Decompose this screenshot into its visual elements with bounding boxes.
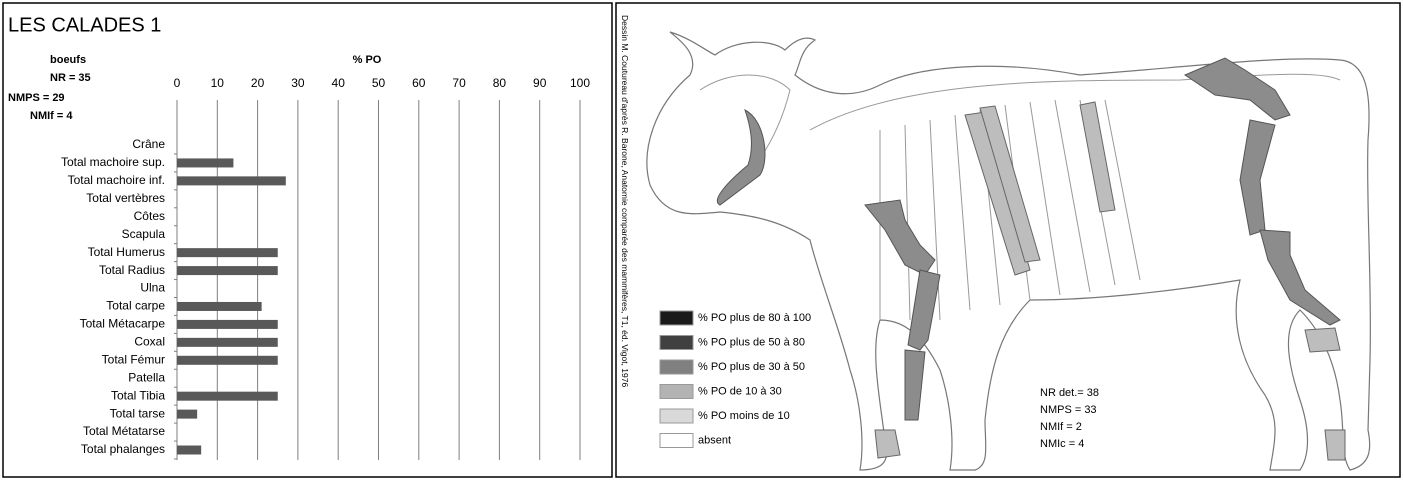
y-tick-label: Ulna: [140, 281, 165, 295]
stat-text: NMIf = 2: [1040, 421, 1082, 433]
bar: [177, 301, 262, 311]
bar: [177, 176, 286, 186]
x-tick-label: 40: [332, 76, 346, 90]
bar: [177, 266, 278, 276]
legend-swatch: [659, 408, 694, 424]
stat-text: NMPS = 29: [8, 92, 65, 104]
bar: [177, 337, 278, 347]
y-tick-label: Scapula: [122, 227, 166, 241]
y-tick-label: Total Fémur: [102, 352, 165, 366]
x-tick-label: 100: [570, 76, 590, 90]
bar: [177, 248, 278, 258]
axis-title: % PO: [353, 54, 382, 66]
stat-text: NR det.= 38: [1040, 387, 1099, 399]
x-tick-label: 80: [493, 76, 507, 90]
y-tick-label: Total phalanges: [81, 442, 165, 456]
y-tick-label: Total machoire sup.: [61, 155, 165, 169]
chart-panel: [2, 2, 613, 478]
credit: Dessin M. Coutureau d'après R. Barone, A…: [620, 15, 630, 387]
x-tick-label: 70: [452, 76, 466, 90]
y-tick-label: Total Humerus: [88, 245, 165, 259]
x-tick-label: 20: [251, 76, 265, 90]
legend-label: absent: [698, 434, 731, 446]
bar: [177, 355, 278, 365]
y-tick-label: Total Radius: [99, 263, 165, 277]
y-tick-label: Total tarse: [110, 406, 166, 420]
y-tick-label: Total vertèbres: [86, 191, 165, 205]
chart-title: LES CALADES 1: [8, 14, 161, 36]
y-tick-label: Patella: [128, 370, 165, 384]
y-tick-label: Coxal: [134, 335, 165, 349]
legend-label: % PO plus de 50 à 80: [698, 336, 805, 348]
y-tick-label: Total Métacarpe: [80, 317, 166, 331]
stat-text: NMIf = 4: [30, 110, 73, 122]
x-tick-label: 10: [211, 76, 225, 90]
y-tick-label: Crâne: [132, 137, 165, 151]
bar: [177, 409, 198, 419]
x-tick-label: 60: [412, 76, 426, 90]
y-tick-label: Côtes: [134, 209, 165, 223]
x-tick-label: 30: [291, 76, 305, 90]
stat-text: NR = 35: [50, 72, 91, 84]
x-tick-label: 90: [533, 76, 547, 90]
y-tick-label: Total Tibia: [111, 388, 165, 402]
stat-text: boeufs: [50, 54, 86, 66]
legend-label: % PO plus de 30 à 50: [698, 361, 805, 373]
bar: [177, 319, 278, 329]
y-tick-label: Total machoire inf.: [68, 173, 165, 187]
stat-text: NMIc = 4: [1040, 438, 1084, 450]
legend-label: % PO moins de 10: [698, 410, 790, 422]
y-tick-label: Total carpe: [106, 299, 165, 313]
x-tick-label: 0: [174, 76, 181, 90]
bar: [177, 445, 202, 455]
legend-swatch: [659, 359, 694, 375]
legend-label: % PO de 10 à 30: [698, 385, 782, 397]
legend-swatch: [659, 310, 694, 326]
legend-swatch: [659, 384, 694, 399]
legend-swatch: [659, 433, 694, 448]
y-tick-label: Total Métatarse: [83, 424, 165, 438]
cow-drawing: [646, 31, 1372, 471]
bar: [177, 158, 234, 168]
bar: [177, 391, 278, 401]
x-tick-label: 50: [372, 76, 386, 90]
legend-swatch: [659, 335, 694, 350]
stat-text: NMPS = 33: [1040, 404, 1097, 416]
legend-label: % PO plus de 80 à 100: [698, 312, 811, 324]
